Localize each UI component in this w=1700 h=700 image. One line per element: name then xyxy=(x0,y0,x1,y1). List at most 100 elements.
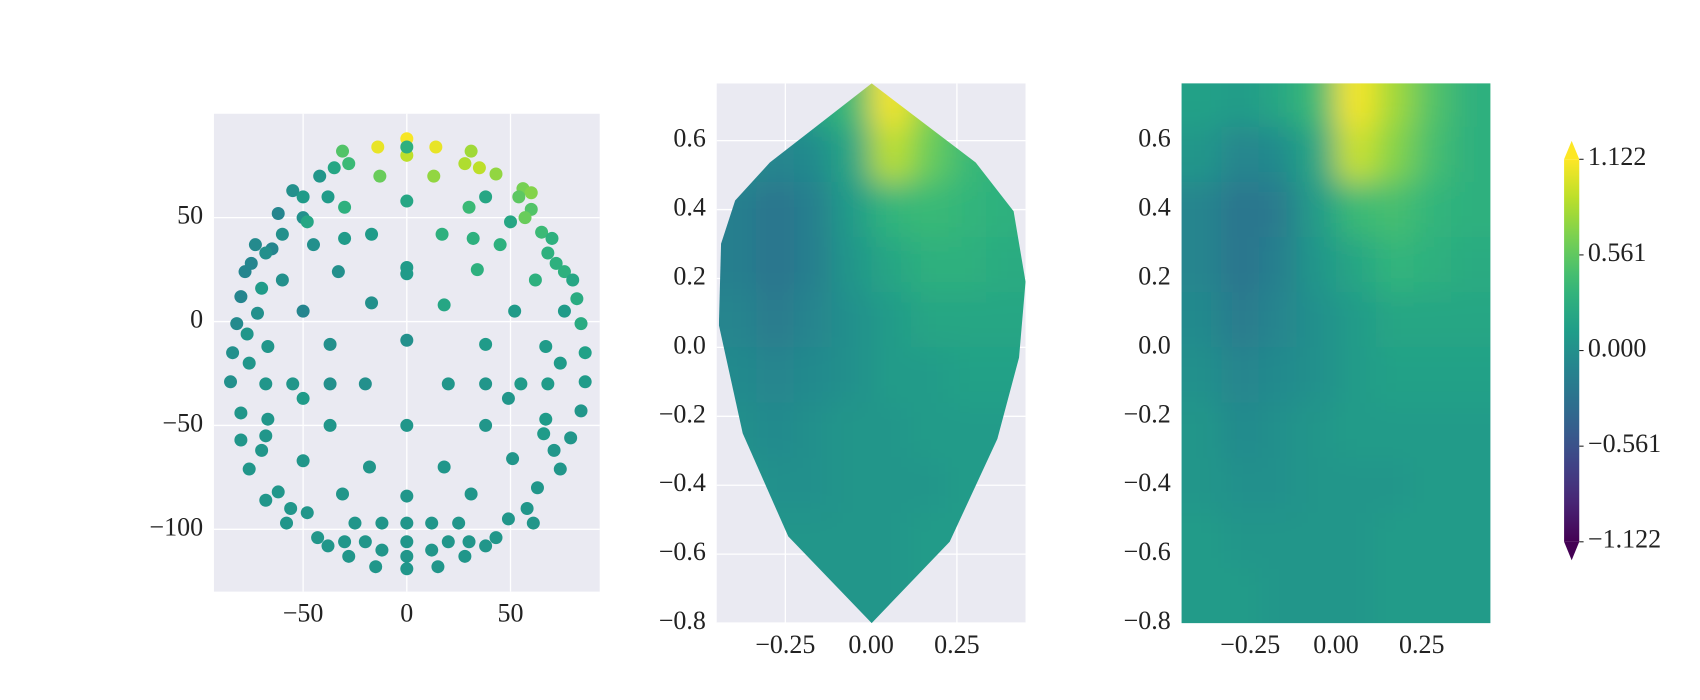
scatter-point xyxy=(431,560,445,574)
scatter-point xyxy=(371,140,385,154)
heatmap-cell xyxy=(793,237,833,294)
scatter-point xyxy=(240,327,254,341)
colorbar-tick-label: −1.122 xyxy=(1588,525,1661,554)
scatter-point xyxy=(336,487,350,501)
heatmap-cell xyxy=(1335,457,1377,514)
scatter-point xyxy=(342,157,356,171)
scatter-point xyxy=(259,246,273,260)
heatmap-cell xyxy=(1296,402,1338,459)
scatter-point xyxy=(539,339,553,353)
scatter-point xyxy=(464,487,478,501)
x-tick-label: 0.25 xyxy=(1399,630,1445,659)
scatter-point xyxy=(549,256,563,270)
heatmap-cell xyxy=(1296,512,1338,570)
heatmap-cell xyxy=(756,347,796,404)
scatter-point xyxy=(300,506,314,520)
scatter-point xyxy=(489,531,503,545)
scatter-point xyxy=(539,412,553,426)
scatter-point xyxy=(545,231,559,245)
scatter-point xyxy=(441,535,455,549)
scatter-point xyxy=(541,246,555,260)
heatmap-cell xyxy=(1335,83,1377,128)
scatter-point xyxy=(479,539,493,553)
scatter-point xyxy=(578,375,592,389)
scatter-point xyxy=(306,238,320,252)
colorbar-tick-label: 1.122 xyxy=(1588,142,1647,171)
scatter-point xyxy=(400,535,414,549)
scatter-point xyxy=(441,377,455,391)
heatmap-cell xyxy=(831,347,873,404)
heatmap-cell xyxy=(1258,457,1298,514)
scatter-point xyxy=(358,377,372,391)
heatmap-cell xyxy=(1413,83,1453,128)
y-tick-label: −0.8 xyxy=(659,606,706,635)
scatter-point xyxy=(462,535,476,549)
scatter-point xyxy=(564,431,578,445)
heatmap-cell xyxy=(1296,567,1338,624)
heatmap-cell xyxy=(1258,181,1298,239)
scatter-point xyxy=(242,462,256,476)
scatter-point xyxy=(375,516,389,530)
heatmap-cell xyxy=(1181,83,1223,128)
scatter-point xyxy=(400,140,414,154)
heatmap-cell xyxy=(718,237,758,294)
scatter-point xyxy=(226,346,240,360)
scatter-point xyxy=(323,418,337,432)
colorbar-extend-min xyxy=(1564,541,1580,561)
scatter-point xyxy=(296,454,310,468)
heatmap-cell xyxy=(1296,457,1338,514)
y-tick-label: −0.4 xyxy=(659,468,706,497)
colorbar-tick-label: 0.561 xyxy=(1588,238,1647,267)
scatter-point xyxy=(557,265,571,279)
scatter-point xyxy=(466,231,480,245)
scatter-point xyxy=(321,190,335,204)
scatter-point xyxy=(338,200,352,214)
scatter-point xyxy=(311,531,325,545)
heatmap-cell xyxy=(871,347,912,404)
heatmap-cell xyxy=(1413,567,1453,624)
heatmap-cell xyxy=(1221,512,1260,570)
scatter-point xyxy=(501,512,515,526)
heatmap-cell xyxy=(793,181,833,239)
heatmap-cell xyxy=(1335,512,1377,570)
heatmap-cell xyxy=(1450,457,1491,514)
heatmap-cell xyxy=(1258,567,1298,624)
heatmap-cell xyxy=(1258,347,1298,404)
heatmap-cell xyxy=(831,237,873,294)
heatmap-cell xyxy=(871,292,912,349)
scatter-point xyxy=(369,560,383,574)
scatter-point xyxy=(574,404,588,418)
scatter-point xyxy=(230,317,244,331)
scatter-point xyxy=(425,516,439,530)
heatmap-cell xyxy=(948,347,988,404)
scatter-point xyxy=(296,304,310,318)
heatmap-cell xyxy=(1413,347,1453,404)
heatmap-cell xyxy=(1450,347,1491,404)
heatmap-cell xyxy=(1221,347,1260,404)
scatter-point xyxy=(224,375,238,389)
heatmap-cell xyxy=(1375,512,1415,570)
heatmap-cell xyxy=(1221,181,1260,239)
scatter-point xyxy=(514,377,528,391)
heatmap-cell xyxy=(1413,512,1453,570)
y-tick-label: 0.2 xyxy=(673,261,706,290)
heatmap-cell xyxy=(1181,126,1223,184)
y-tick-label: −50 xyxy=(162,408,203,437)
scatter-point xyxy=(321,539,335,553)
colorbar-tick-label: 0.000 xyxy=(1588,334,1647,363)
heatmap-cell xyxy=(910,347,950,404)
scatter-point xyxy=(313,169,327,183)
heatmap-cell xyxy=(986,237,1026,294)
scatter-point xyxy=(528,273,542,287)
heatmap-cell xyxy=(1258,292,1298,349)
y-tick-label: −0.2 xyxy=(659,399,706,428)
y-tick-label: −0.8 xyxy=(1124,606,1171,635)
heatmap-cell xyxy=(1181,181,1223,239)
heatmap-cell xyxy=(1375,83,1415,128)
heatmap-cell xyxy=(1375,347,1415,404)
heatmap-cell xyxy=(1258,83,1298,128)
heatmap-cell xyxy=(1375,292,1415,349)
y-tick-label: 0.4 xyxy=(1138,193,1171,222)
scatter-point xyxy=(452,516,466,530)
